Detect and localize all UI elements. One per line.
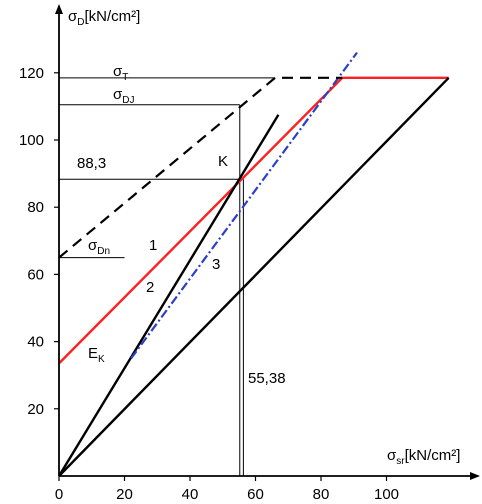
annotation-88-3: 88,3 bbox=[77, 155, 106, 172]
x-tick-label-0: 0 bbox=[55, 486, 63, 503]
x-tick-label-5: 100 bbox=[374, 486, 399, 503]
series-line-aux-3 bbox=[58, 76, 450, 477]
tick-marks: 0 20 40 60 80 100 20 40 60 80 100 120 bbox=[19, 65, 399, 503]
x-tick-label-1: 20 bbox=[116, 486, 133, 503]
series-line-1 bbox=[58, 76, 449, 365]
label-curve-1: 1 bbox=[149, 237, 157, 254]
annotation-point-EK: EK bbox=[88, 345, 105, 365]
reference-lines bbox=[59, 77, 276, 476]
x-tick-label-4: 80 bbox=[313, 486, 330, 503]
x-tick-label-2: 40 bbox=[182, 486, 199, 503]
annotation-55-38: 55,38 bbox=[248, 370, 286, 387]
y-tick-label-1: 40 bbox=[27, 334, 44, 351]
series-line-aux-4 bbox=[58, 76, 343, 259]
annotation-sigma-Dn: σDn bbox=[88, 237, 110, 257]
label-curve-2: 2 bbox=[146, 279, 154, 296]
series-line-2 bbox=[57, 114, 280, 477]
y-tick-label-2: 60 bbox=[27, 266, 44, 283]
annotation-sigma-DJ: σDJ bbox=[113, 86, 135, 106]
y-tick-label-0: 20 bbox=[27, 401, 44, 418]
y-tick-label-3: 80 bbox=[27, 199, 44, 216]
label-curve-3: 3 bbox=[212, 256, 220, 273]
series-line-3 bbox=[130, 51, 358, 360]
y-tick-label-4: 100 bbox=[19, 132, 44, 149]
x-axis-label: σsr[kN/cm²] bbox=[387, 447, 460, 467]
y-tick-label-5: 120 bbox=[19, 65, 44, 82]
x-tick-label-3: 60 bbox=[247, 486, 264, 503]
y-axis-label: σD[kN/cm²] bbox=[68, 8, 140, 28]
annotation-sigma-T: σT bbox=[113, 63, 128, 83]
annotation-point-K: K bbox=[218, 153, 228, 170]
series-layer bbox=[57, 51, 450, 477]
